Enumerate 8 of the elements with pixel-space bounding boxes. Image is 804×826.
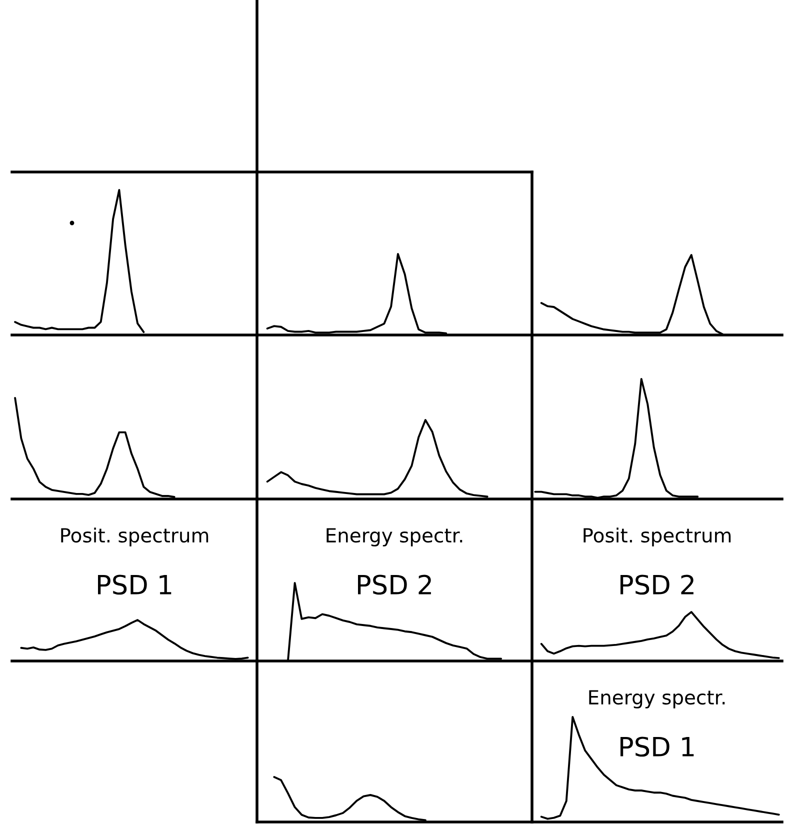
- text: PSD 1: [620, 736, 694, 757]
- chart-title: Posit. spectrum: [61, 528, 208, 546]
- chart-title: Energy spectr.: [326, 528, 462, 546]
- chart-subtitle: PSD 1: [98, 574, 172, 595]
- chart-title: Posit. spectrum: [584, 528, 731, 546]
- chart-subtitle: PSD 2: [620, 574, 694, 595]
- chart-subtitle: PSD 2: [358, 574, 431, 595]
- chart-title: Energy spectr.: [589, 690, 725, 708]
